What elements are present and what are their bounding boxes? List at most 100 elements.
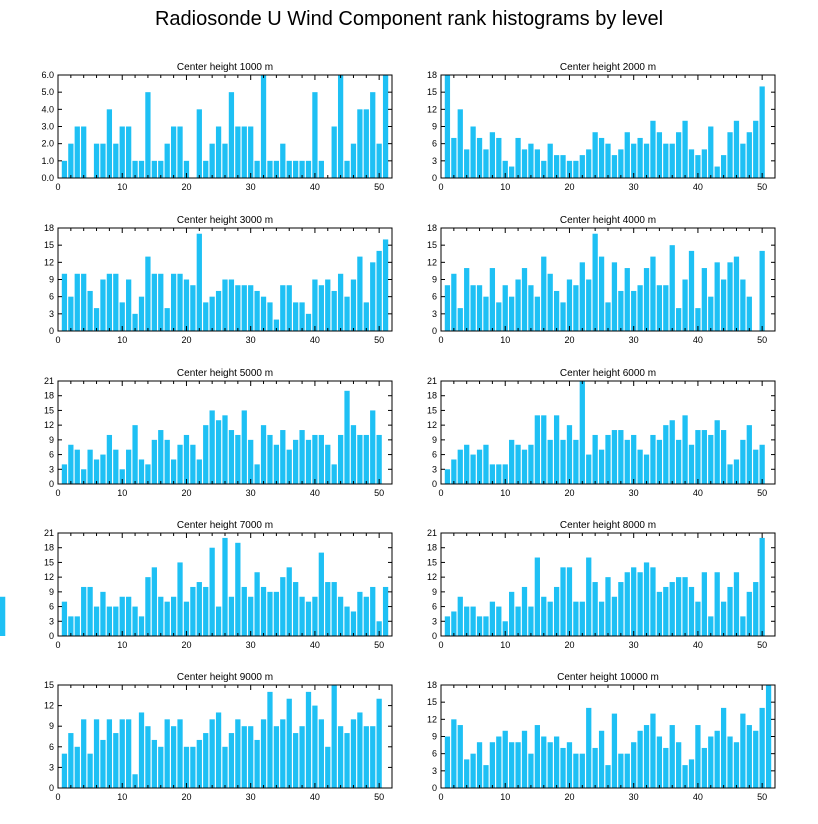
bar <box>87 753 93 788</box>
y-tick-label: 6 <box>49 450 54 460</box>
bar <box>624 753 630 788</box>
bar <box>164 143 170 178</box>
y-tick-label: 12 <box>427 104 437 114</box>
bar <box>209 719 215 788</box>
bar <box>541 160 547 178</box>
bar <box>350 425 357 484</box>
bar <box>370 262 376 331</box>
x-tick-label: 0 <box>438 488 443 498</box>
bar <box>489 132 496 178</box>
bar <box>598 256 605 331</box>
bar <box>682 120 688 178</box>
bar <box>158 430 164 484</box>
bar <box>753 120 759 178</box>
y-tick-label: 18 <box>427 391 437 401</box>
bar <box>280 577 286 636</box>
bar <box>759 537 765 636</box>
bar <box>740 713 746 788</box>
bar <box>669 143 675 178</box>
bar <box>566 425 573 484</box>
bar <box>592 132 598 178</box>
bar <box>688 586 695 636</box>
bar <box>337 75 344 178</box>
bar <box>727 736 733 788</box>
bar <box>605 765 611 788</box>
bar <box>228 596 235 636</box>
bar <box>483 296 489 331</box>
x-tick-label: 30 <box>246 335 256 345</box>
x-tick-label: 10 <box>500 488 510 498</box>
bar <box>464 759 470 788</box>
x-tick-label: 50 <box>374 792 384 802</box>
chart-panel: Center height 7000 m 0 3 6 9 12 15 18 21 0 10 20 30 4… <box>0 520 393 650</box>
bar <box>222 746 228 788</box>
bar <box>331 582 337 636</box>
bar <box>164 308 170 331</box>
y-tick-label: 18 <box>44 543 54 553</box>
y-tick-label: 15 <box>44 680 54 690</box>
bar <box>476 449 483 484</box>
y-tick-label: 6 <box>49 742 54 752</box>
bar <box>476 137 483 178</box>
bar <box>357 591 363 636</box>
bar <box>260 75 267 178</box>
bar <box>286 449 292 484</box>
bar <box>203 302 209 331</box>
bar <box>611 262 618 331</box>
chart-panel: Center height 6000 m 0 3 6 9 12 15 18 21 0 10 20 30 4… <box>427 368 776 498</box>
bar <box>357 256 363 331</box>
y-tick-label: 6 <box>432 602 437 612</box>
bar <box>656 285 663 331</box>
bar <box>382 75 389 178</box>
x-tick-label: 50 <box>757 488 767 498</box>
bar <box>509 439 515 484</box>
y-tick-label: 5.0 <box>41 87 54 97</box>
bar <box>759 444 765 484</box>
bar <box>489 742 496 788</box>
bar <box>190 285 196 331</box>
bar <box>663 425 669 484</box>
bar <box>714 420 720 484</box>
bar <box>528 444 534 484</box>
bar <box>177 719 183 788</box>
bar <box>113 733 119 788</box>
bar <box>598 449 605 484</box>
bar <box>267 302 273 331</box>
bar <box>701 430 707 484</box>
bar <box>695 430 701 484</box>
bar <box>740 439 746 484</box>
bar <box>682 415 688 484</box>
bar <box>286 567 292 636</box>
bar <box>370 92 376 178</box>
bar <box>515 606 521 636</box>
bar <box>605 302 611 331</box>
bar <box>87 290 93 331</box>
bar <box>337 434 344 484</box>
bar <box>68 616 74 636</box>
bar <box>701 747 707 788</box>
bar <box>451 719 457 788</box>
bar <box>451 137 457 178</box>
y-tick-label: 6 <box>49 602 54 612</box>
bar <box>515 444 521 484</box>
x-tick-label: 40 <box>310 335 320 345</box>
x-tick-label: 40 <box>310 792 320 802</box>
y-tick-label: 9 <box>432 122 437 132</box>
x-tick-label: 40 <box>693 488 703 498</box>
bar <box>470 753 476 788</box>
bar <box>203 733 209 788</box>
bar <box>708 434 714 484</box>
bar <box>521 449 528 484</box>
x-tick-label: 50 <box>757 792 767 802</box>
x-tick-label: 10 <box>117 335 127 345</box>
bar <box>235 719 241 788</box>
bar <box>293 160 299 178</box>
bar <box>145 577 151 636</box>
bar <box>305 691 312 788</box>
bar <box>100 739 106 788</box>
bar <box>132 313 138 331</box>
bar <box>470 285 476 331</box>
bar <box>209 547 215 636</box>
bar <box>740 143 746 178</box>
bar <box>682 577 688 636</box>
